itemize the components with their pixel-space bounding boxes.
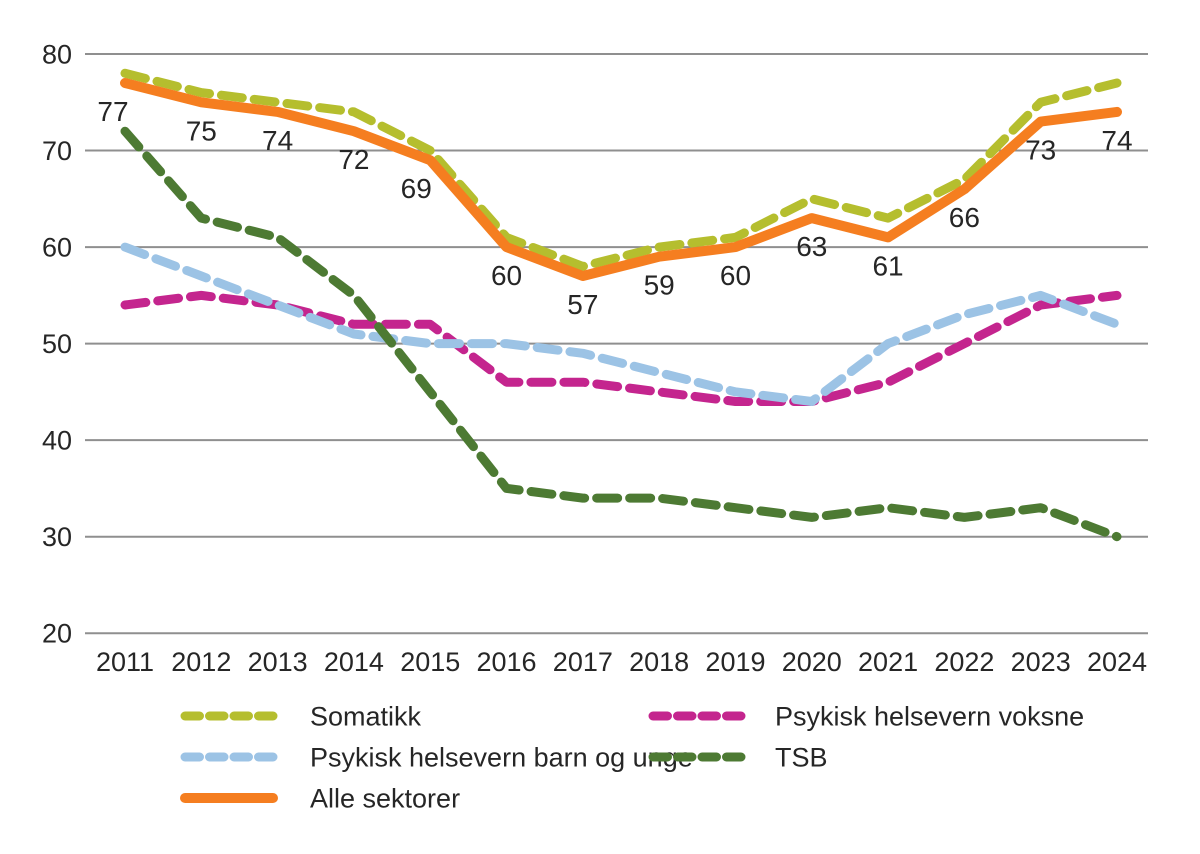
x-tick-label: 2017 — [553, 647, 613, 677]
legend-label: Somatikk — [310, 702, 422, 732]
data-labels-alle-sektorer: 77 75 74 72 69 60 57 59 60 63 61 66 73 74 — [97, 96, 1132, 320]
data-label: 66 — [949, 202, 980, 233]
y-tick-label: 80 — [42, 40, 72, 70]
y-tick-label: 40 — [42, 426, 72, 456]
series-line-somatikk — [120, 68, 1122, 271]
legend-label: TSB — [775, 743, 828, 773]
data-label: 60 — [720, 260, 751, 291]
legend-label: Psykisk helsevern barn og unge — [310, 743, 693, 773]
data-label: 73 — [1025, 135, 1056, 166]
y-tick-label: 50 — [42, 329, 72, 359]
data-label: 61 — [872, 250, 903, 281]
y-axis-tick-labels: 20 30 40 50 60 70 80 — [42, 40, 72, 649]
data-label: 69 — [401, 173, 432, 204]
legend-item-alle-sektorer: Alle sektorer — [180, 784, 460, 814]
x-tick-label: 2016 — [476, 647, 536, 677]
data-label: 74 — [1101, 125, 1132, 156]
legend-label: Psykisk helsevern voksne — [775, 702, 1084, 732]
legend-item-tsb: TSB — [648, 743, 828, 773]
x-tick-label: 2020 — [782, 647, 842, 677]
gridlines — [85, 53, 1148, 635]
x-tick-label: 2011 — [96, 647, 154, 677]
data-label: 75 — [186, 115, 217, 146]
legend-label: Alle sektorer — [310, 784, 460, 814]
series-line-psykisk-helsevern-barn-og-unge — [120, 242, 1122, 406]
x-tick-label: 2019 — [705, 647, 765, 677]
data-label: 63 — [796, 231, 827, 262]
x-tick-label: 2015 — [400, 647, 460, 677]
legend: Somatikk Psykisk helsevern barn og unge Al… — [180, 702, 1084, 814]
data-label: 60 — [491, 260, 522, 291]
series-line-tsb — [120, 126, 1122, 542]
x-tick-label: 2023 — [1011, 647, 1071, 677]
data-label: 57 — [567, 289, 598, 320]
x-tick-label: 2012 — [171, 647, 231, 677]
x-tick-label: 2018 — [629, 647, 689, 677]
legend-item-psykisk-helsevern-barn-og-unge: Psykisk helsevern barn og unge — [180, 743, 693, 773]
x-tick-label: 2014 — [324, 647, 384, 677]
x-axis-tick-labels: 2011 2012 2013 2014 2015 2016 2017 2018 2019 2020… — [96, 647, 1147, 677]
y-tick-label: 30 — [42, 522, 72, 552]
data-label: 72 — [338, 144, 369, 175]
series-line-alle-sektorer — [120, 78, 1122, 281]
legend-item-psykisk-helsevern-voksne: Psykisk helsevern voksne — [648, 702, 1084, 732]
data-label: 59 — [644, 270, 675, 301]
legend-item-somatikk: Somatikk — [180, 702, 422, 732]
y-tick-label: 70 — [42, 136, 72, 166]
x-tick-label: 2013 — [248, 647, 308, 677]
x-tick-label: 2022 — [934, 647, 994, 677]
y-tick-label: 60 — [42, 233, 72, 263]
y-tick-label: 20 — [42, 619, 72, 649]
data-label: 74 — [262, 125, 293, 156]
data-label: 77 — [97, 96, 128, 127]
x-tick-label: 2021 — [858, 647, 918, 677]
x-tick-label: 2024 — [1087, 647, 1147, 677]
